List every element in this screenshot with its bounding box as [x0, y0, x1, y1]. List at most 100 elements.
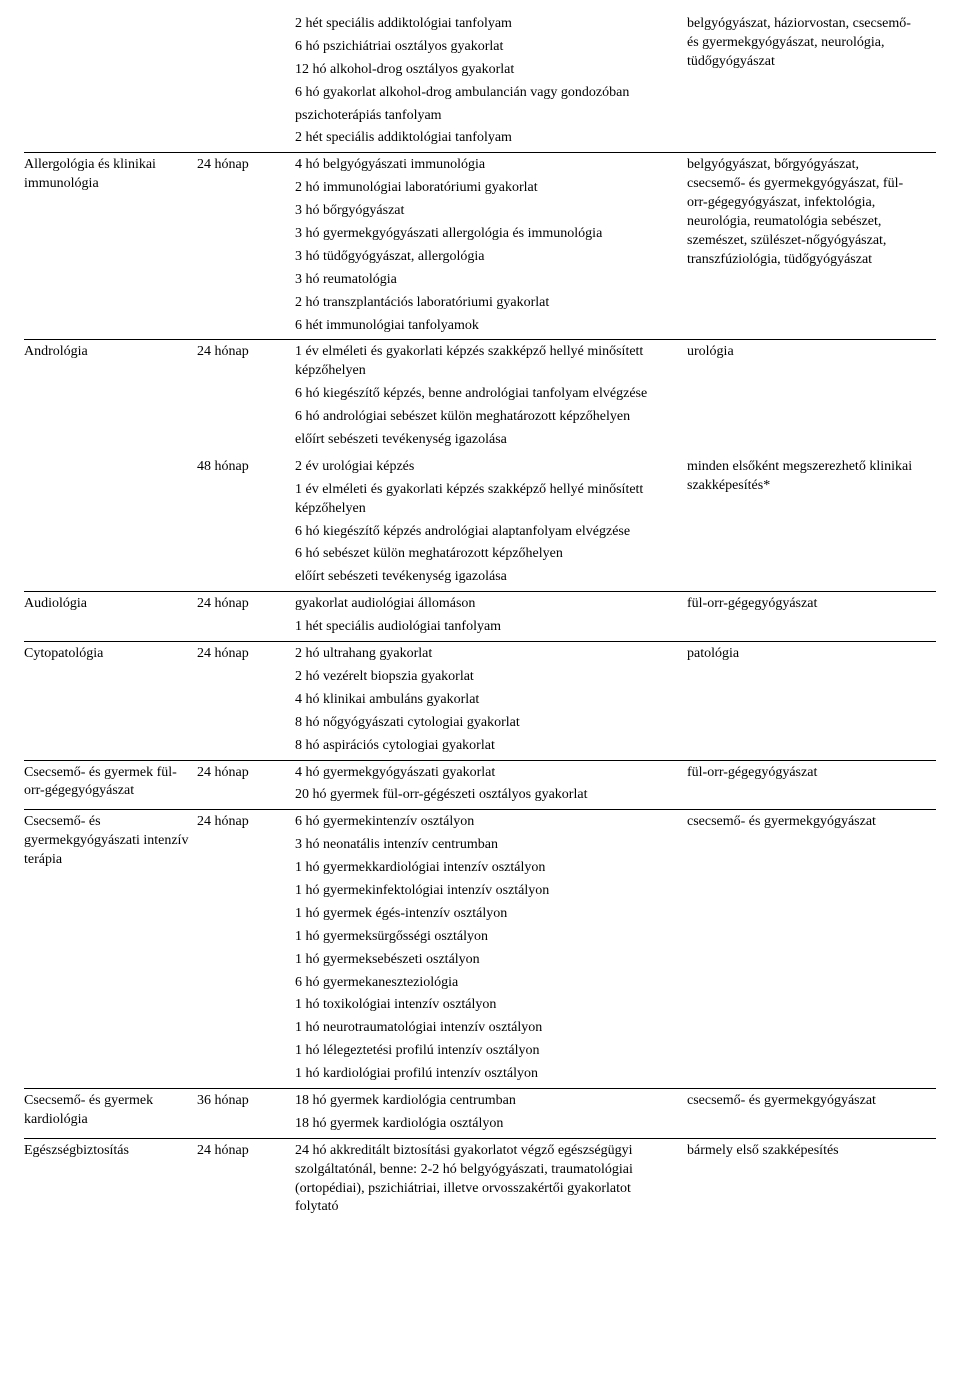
description-line: 6 hó kiegészítő képzés, benne andrológia…: [295, 385, 675, 404]
table-row: Csecsemő- és gyermek fül-orr-gégegyógyás…: [24, 761, 936, 811]
description-line: 4 hó klinikai ambuláns gyakorlat: [295, 691, 675, 710]
description: 4 hó gyermekgyógyászati gyakorlat 20 hó g…: [295, 764, 687, 806]
duration: 24 hónap: [197, 156, 295, 335]
description-line: 24 hó akkreditált biztosítási gyakorlato…: [295, 1142, 675, 1218]
table-row: 2 hét speciális addiktológiai tanfolyam 6…: [24, 12, 936, 153]
description-line: 3 hó neonatális intenzív centrumban: [295, 836, 675, 855]
description: 2 hó ultrahang gyakorlat 2 hó vezérelt bi…: [295, 645, 687, 755]
description-line: 1 hó gyermek égés-intenzív osztályon: [295, 905, 675, 924]
duration: 24 hónap: [197, 1142, 295, 1218]
subrow: 24 hónap24 hó akkreditált biztosítási gy…: [197, 1142, 936, 1219]
description-line: 1 hét speciális audiológiai tanfolyam: [295, 618, 675, 637]
table-row: Allergológia és klinikai immunológia24 h…: [24, 153, 936, 340]
description-line: 2 hét speciális addiktológiai tanfolyam: [295, 129, 675, 148]
prerequisite: fül-orr-gégegyógyászat: [687, 764, 917, 806]
description-line: 2 hó transzplantációs laboratóriumi gyak…: [295, 294, 675, 313]
description-line: 6 hó pszichiátriai osztályos gyakorlat: [295, 38, 675, 57]
description-line: 8 hó nőgyógyászati cytologiai gyakorlat: [295, 714, 675, 733]
prerequisite: belgyógyászat, háziorvostan, csecsemő- é…: [687, 15, 917, 148]
description-line: 12 hó alkohol-drog osztályos gyakorlat: [295, 61, 675, 80]
prerequisite: belgyógyászat, bőrgyógyászat, csecsemő- …: [687, 156, 917, 335]
specialty-name: Egészségbiztosítás: [24, 1142, 197, 1219]
description-line: 6 hó gyermekintenzív osztályon: [295, 813, 675, 832]
specialty-name: Cytopatológia: [24, 645, 197, 756]
duration: 24 hónap: [197, 595, 295, 637]
description-line: 2 hó vezérelt biopszia gyakorlat: [295, 668, 675, 687]
subrow: 48 hónap2 év urológiai képzés 1 év elméle…: [197, 457, 936, 588]
description: 1 év elméleti és gyakorlati képzés szakk…: [295, 343, 687, 449]
description: 24 hó akkreditált biztosítási gyakorlato…: [295, 1142, 687, 1218]
subrow: 24 hónap1 év elméleti és gyakorlati képz…: [197, 343, 936, 450]
table-row: Cytopatológia24 hónap2 hó ultrahang gyak…: [24, 642, 936, 760]
description-line: 3 hó reumatológia: [295, 271, 675, 290]
description-line: 1 hó kardiológiai profilú intenzív osztá…: [295, 1065, 675, 1084]
description-line: 2 hó immunológiai laboratóriumi gyakorla…: [295, 179, 675, 198]
duration: 24 hónap: [197, 343, 295, 449]
specialty-name: [24, 15, 197, 149]
subrow: 2 hét speciális addiktológiai tanfolyam 6…: [197, 15, 936, 149]
table-row: Csecsemő- és gyermekgyógyászati intenzív…: [24, 810, 936, 1089]
specialty-name: Allergológia és klinikai immunológia: [24, 156, 197, 336]
subrows-block: 36 hónap18 hó gyermek kardiológia centru…: [197, 1092, 936, 1135]
duration: 36 hónap: [197, 1092, 295, 1134]
duration: 24 hónap: [197, 813, 295, 1084]
description: 2 év urológiai képzés 1 év elméleti és gy…: [295, 458, 687, 587]
description-line: 20 hó gyermek fül-orr-gégészeti osztályo…: [295, 786, 675, 805]
description-line: 1 hó gyermekinfektológiai intenzív osztá…: [295, 882, 675, 901]
specialty-name: Audiológia: [24, 595, 197, 638]
description-line: 18 hó gyermek kardiológia osztályon: [295, 1115, 675, 1134]
subrow: 24 hónap2 hó ultrahang gyakorlat 2 hó vez…: [197, 645, 936, 756]
table-row: Egészségbiztosítás24 hónap24 hó akkredit…: [24, 1139, 936, 1222]
description-line: 3 hó gyermekgyógyászati allergológia és …: [295, 225, 675, 244]
prerequisite: csecsemő- és gyermekgyógyászat: [687, 813, 917, 1084]
prerequisite: fül-orr-gégegyógyászat: [687, 595, 917, 637]
description-line: 1 hó gyermekkardiológiai intenzív osztál…: [295, 859, 675, 878]
prerequisite: urológia: [687, 343, 917, 449]
subrows-block: 24 hónap24 hó akkreditált biztosítási gy…: [197, 1142, 936, 1219]
description-line: 18 hó gyermek kardiológia centrumban: [295, 1092, 675, 1111]
description-line: 6 hó kiegészítő képzés andrológiai alapt…: [295, 523, 675, 542]
duration: 48 hónap: [197, 458, 295, 587]
subrows-block: 24 hónap4 hó belgyógyászati immunológia 2…: [197, 156, 936, 336]
description-line: 4 hó belgyógyászati immunológia: [295, 156, 675, 175]
description-line: 2 hó ultrahang gyakorlat: [295, 645, 675, 664]
specialty-name: Csecsemő- és gyermek kardiológia: [24, 1092, 197, 1135]
description-line: 3 hó tüdőgyógyászat, allergológia: [295, 248, 675, 267]
prerequisite: csecsemő- és gyermekgyógyászat: [687, 1092, 917, 1134]
description: 4 hó belgyógyászati immunológia 2 hó immu…: [295, 156, 687, 335]
description: gyakorlat audiológiai állomáson1 hét spe…: [295, 595, 687, 637]
duration: 24 hónap: [197, 645, 295, 755]
description-line: 6 hét immunológiai tanfolyamok: [295, 317, 675, 336]
description: 6 hó gyermekintenzív osztályon 3 hó neona…: [295, 813, 687, 1084]
specialty-name: Csecsemő- és gyermek fül-orr-gégegyógyás…: [24, 764, 197, 807]
specialty-name: Csecsemő- és gyermekgyógyászati intenzív…: [24, 813, 197, 1085]
description-line: előírt sebészeti tevékenység igazolása: [295, 431, 675, 450]
description-line: 6 hó gyermekaneszteziológia: [295, 974, 675, 993]
description: 18 hó gyermek kardiológia centrumban 18 h…: [295, 1092, 687, 1134]
subrow: 24 hónap4 hó gyermekgyógyászati gyakorla…: [197, 764, 936, 807]
prerequisite: minden elsőként megszerezhető klinikai s…: [687, 458, 917, 587]
table-row: Andrológia24 hónap1 év elméleti és gyako…: [24, 340, 936, 592]
subrow: 24 hónap4 hó belgyógyászati immunológia 2…: [197, 156, 936, 336]
subrows-block: 24 hónapgyakorlat audiológiai állomáson1…: [197, 595, 936, 638]
description-line: 1 év elméleti és gyakorlati képzés szakk…: [295, 343, 675, 381]
description-line: 6 hó sebészet külön meghatározott képzőh…: [295, 545, 675, 564]
description-line: 1 hó lélegeztetési profilú intenzív oszt…: [295, 1042, 675, 1061]
description-line: pszichoterápiás tanfolyam: [295, 107, 675, 126]
description-line: 2 év urológiai képzés: [295, 458, 675, 477]
description-line: 4 hó gyermekgyógyászati gyakorlat: [295, 764, 675, 783]
subrow: 24 hónap6 hó gyermekintenzív osztályon 3 …: [197, 813, 936, 1085]
description-line: 8 hó aspirációs cytologiai gyakorlat: [295, 737, 675, 756]
prerequisite: patológia: [687, 645, 917, 755]
subrows-block: 24 hónap4 hó gyermekgyógyászati gyakorla…: [197, 764, 936, 807]
subrow: 24 hónapgyakorlat audiológiai állomáson1…: [197, 595, 936, 638]
prerequisite: bármely első szakképesítés: [687, 1142, 917, 1218]
duration: 24 hónap: [197, 764, 295, 806]
description-line: 1 hó gyermeksebészeti osztályon: [295, 951, 675, 970]
description: 2 hét speciális addiktológiai tanfolyam 6…: [295, 15, 687, 148]
duration: [197, 15, 295, 148]
description-line: 1 év elméleti és gyakorlati képzés szakk…: [295, 481, 675, 519]
table-row: Csecsemő- és gyermek kardiológia36 hónap…: [24, 1089, 936, 1139]
description-line: 3 hó bőrgyógyászat: [295, 202, 675, 221]
table-row: Audiológia24 hónapgyakorlat audiológiai …: [24, 592, 936, 642]
